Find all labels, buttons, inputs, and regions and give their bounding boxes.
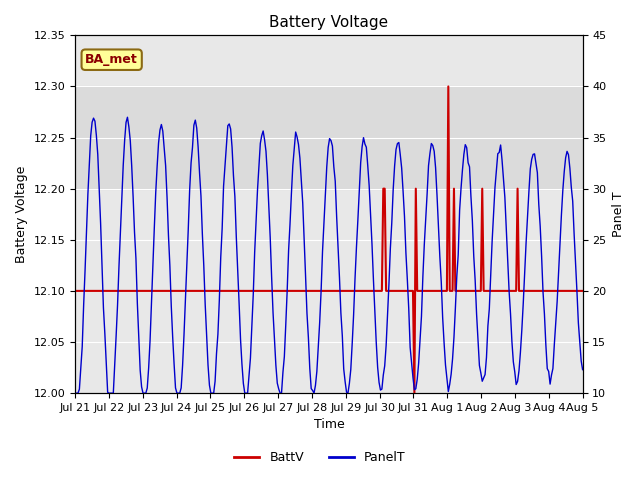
X-axis label: Time: Time	[314, 419, 344, 432]
Y-axis label: Panel T: Panel T	[612, 192, 625, 237]
Text: BA_met: BA_met	[85, 53, 138, 66]
Legend: BattV, PanelT: BattV, PanelT	[229, 446, 411, 469]
Title: Battery Voltage: Battery Voltage	[269, 15, 388, 30]
Bar	[75, 86, 582, 189]
Y-axis label: Battery Voltage: Battery Voltage	[15, 166, 28, 263]
